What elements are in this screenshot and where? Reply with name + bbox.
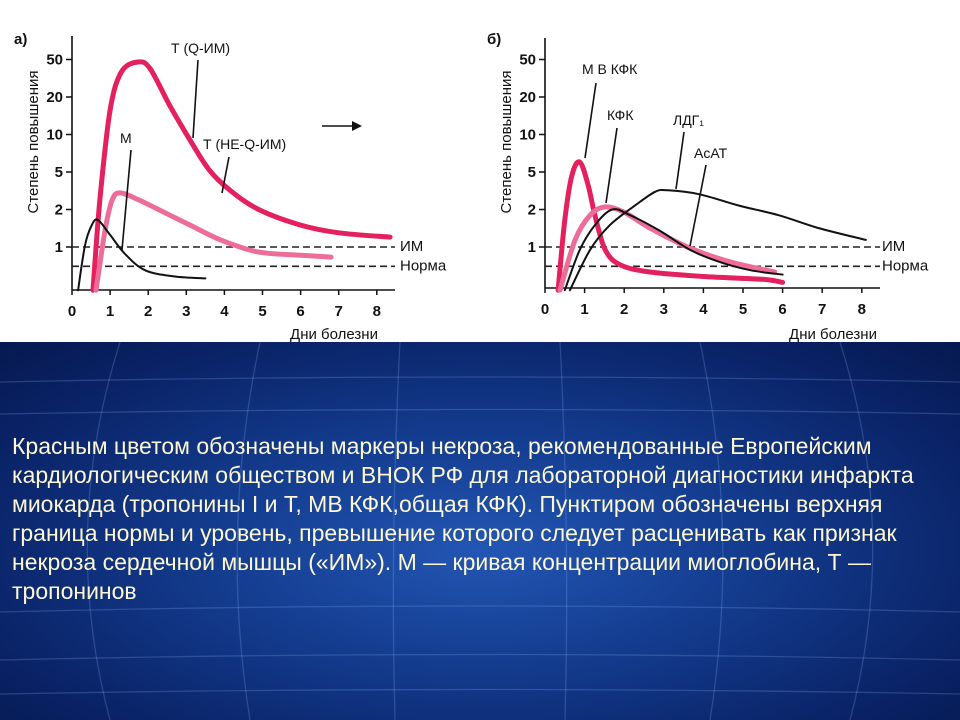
x-tick-label: 8 [858,301,866,318]
reference-line-label: Норма [400,257,447,274]
y-tick-label: 50 [519,52,536,69]
series-label-leader [192,59,199,139]
y-tick-label: 20 [519,89,536,106]
x-tick-label: 2 [144,303,152,320]
x-tick-label: 7 [335,303,343,320]
grid-line [839,342,874,720]
caption-text: Красным цветом обозначены маркеры некроз… [12,432,952,606]
panel-label: б) [487,31,501,48]
series-label: Т (Q-ИМ) [171,40,230,56]
series-label-leader [584,82,597,159]
x-axis-title: Дни болезни [789,326,877,342]
series-label-leader [689,164,707,247]
x-tick-label: 4 [699,301,708,318]
y-tick-label: 2 [55,202,63,219]
x-tick-label: 1 [106,303,114,320]
caption-line: граница нормы и уровень, превышение кото… [12,520,897,546]
series-label: ЛДГ₁ [673,112,704,128]
grid-line [236,342,261,720]
series-label-leader [121,149,132,251]
x-tick-label: 4 [220,303,229,320]
grid-line [699,342,724,720]
grid-line [0,688,960,695]
y-tick-label: 5 [528,164,536,181]
x-tick-label: 5 [258,303,266,320]
caption-area: Красным цветом обозначены маркеры некроз… [0,342,960,720]
series-label: АсАТ [694,145,728,161]
series-label: М В КФК [582,61,638,77]
grid-line [0,408,960,415]
series-line [93,190,334,293]
series-label-leader [221,156,230,194]
series-line [77,218,207,292]
caption-line: миокарда (тропонины I и Т, МВ КФК,общая … [12,491,883,517]
figure-area: а) 1 2 5 10 20 50 0 1 2 3 4 5 6 7 8 Степень повышения Дни… [0,0,960,342]
y-tick-label: 20 [46,89,63,106]
series-label: КФК [607,107,634,123]
panel-label: а) [14,31,27,48]
reference-line-label: Норма [882,257,929,274]
background-grid [0,342,960,720]
x-tick-label: 2 [620,301,628,318]
grid-line [392,342,401,720]
annotation-arrow-head [352,121,362,131]
x-tick-label: 3 [660,301,668,318]
series-label-leader [605,127,618,204]
x-tick-label: 0 [541,301,549,318]
grid-line [0,376,960,383]
series-line [568,188,867,292]
x-tick-label: 8 [373,303,381,320]
y-tick-label: 2 [528,202,536,219]
grid-line [86,342,121,720]
reference-line-label: ИМ [400,238,423,255]
series-label: Т (НЕ-Q-ИМ) [203,136,286,152]
x-tick-label: 6 [778,301,786,318]
y-tick-label: 10 [519,127,536,144]
y-tick-label: 1 [55,239,63,256]
grid-line [559,342,568,720]
chart-panel-b: б) 1 2 5 10 20 50 0 1 2 3 4 5 6 7 8 Степень повышения Дни… [487,31,929,342]
caption-line: кардиологическим обществом и ВНОК РФ для… [12,462,914,488]
reference-line-label: ИМ [882,238,905,255]
x-axis-title: Дни болезни [290,326,378,342]
y-tick-label: 10 [46,127,63,144]
grid-line [0,653,960,661]
caption-line: тропонинов [12,578,137,604]
y-tick-label: 50 [46,52,63,69]
chart-panel-a: а) 1 2 5 10 20 50 0 1 2 3 4 5 6 7 8 Степень повышения Дни… [14,31,447,342]
x-tick-label: 6 [296,303,304,320]
x-tick-label: 5 [739,301,747,318]
x-tick-label: 3 [182,303,190,320]
grid-line [0,605,960,613]
series-line [90,59,393,293]
series-line [563,208,784,292]
series-line [555,159,786,293]
series-label: М [120,130,132,146]
y-axis-title: Степень повышения [25,71,42,214]
y-tick-label: 5 [55,164,63,181]
x-tick-label: 1 [580,301,588,318]
x-tick-label: 0 [68,303,76,320]
caption-line: некроза сердечной мышцы («ИМ»). М — крив… [12,549,871,575]
y-axis-title: Степень повышения [498,71,515,214]
y-tick-label: 1 [528,239,536,256]
caption-line: Красным цветом обозначены маркеры некроз… [12,433,872,459]
series-label-leader [675,131,685,190]
x-tick-label: 7 [818,301,826,318]
